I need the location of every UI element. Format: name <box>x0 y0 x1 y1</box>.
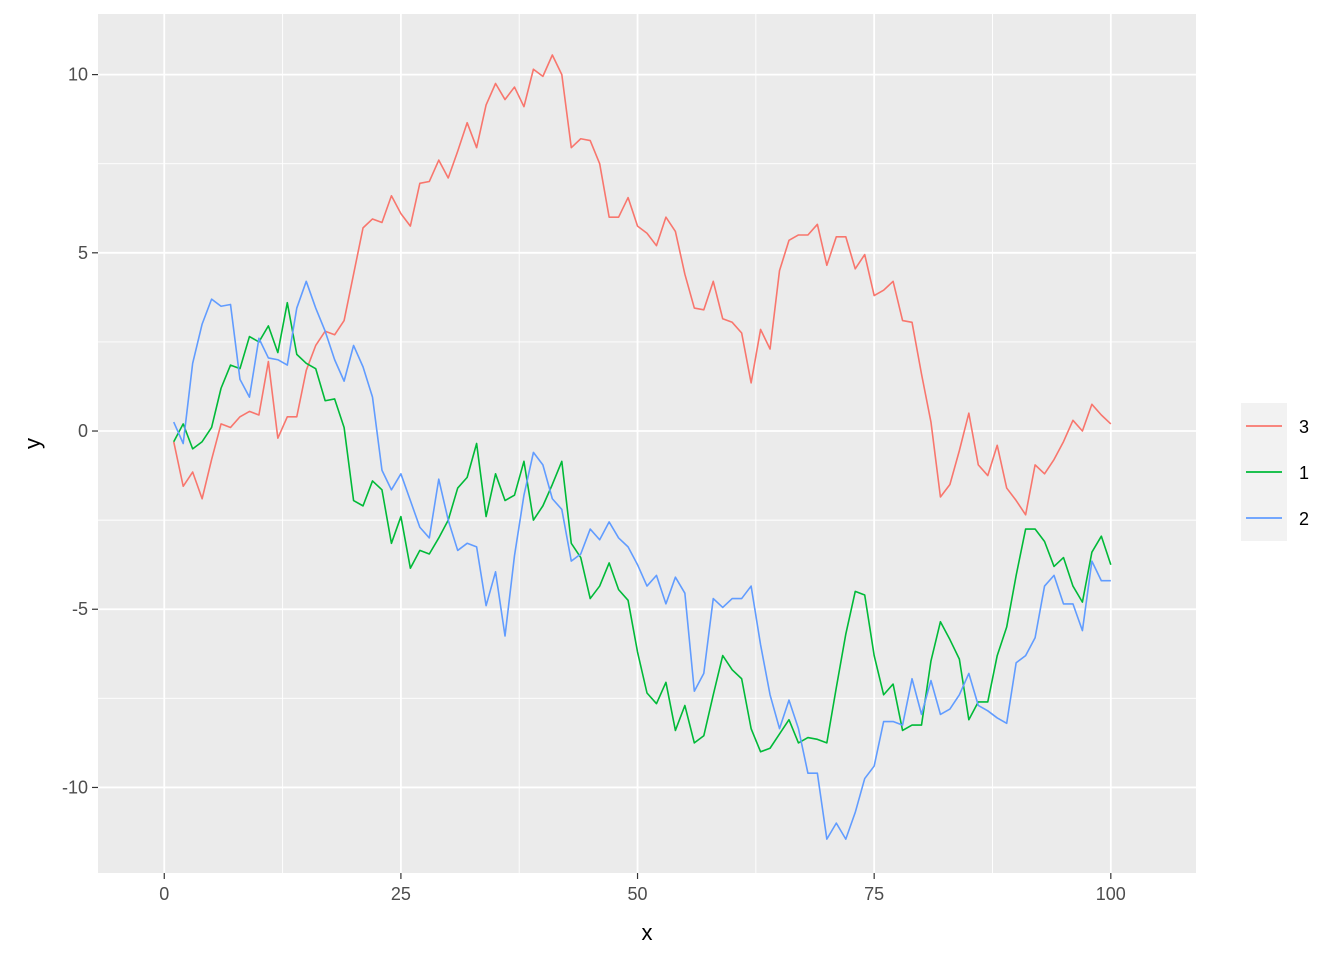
x-axis: 0 25 50 75 100 <box>159 873 1126 904</box>
x-axis-title: x <box>642 920 653 945</box>
x-tick-label: 25 <box>391 884 411 904</box>
y-tick-label: -10 <box>62 777 88 797</box>
series-line-1 <box>173 301 1112 753</box>
x-tick-label: 50 <box>628 884 648 904</box>
grid-minor <box>98 14 1196 873</box>
y-tick-label: 5 <box>78 243 88 263</box>
series-lines <box>172 54 1112 840</box>
y-tick-label: 10 <box>68 65 88 85</box>
legend-label-2: 2 <box>1299 509 1309 529</box>
y-axis: -10 -5 0 5 10 <box>62 65 98 797</box>
x-tick-label: 75 <box>864 884 884 904</box>
y-tick-label: -5 <box>72 599 88 619</box>
legend: 3 1 2 <box>1241 403 1309 541</box>
y-axis-title: y <box>20 438 45 449</box>
legend-label-1: 1 <box>1299 463 1309 483</box>
y-tick-label: 0 <box>78 421 88 441</box>
legend-label-3: 3 <box>1299 417 1309 437</box>
series-line-2 <box>172 280 1111 840</box>
plot-panel <box>98 14 1196 873</box>
grid-major <box>98 14 1196 873</box>
series-line-3 <box>172 54 1112 516</box>
x-tick-label: 100 <box>1096 884 1126 904</box>
x-tick-label: 0 <box>159 884 169 904</box>
